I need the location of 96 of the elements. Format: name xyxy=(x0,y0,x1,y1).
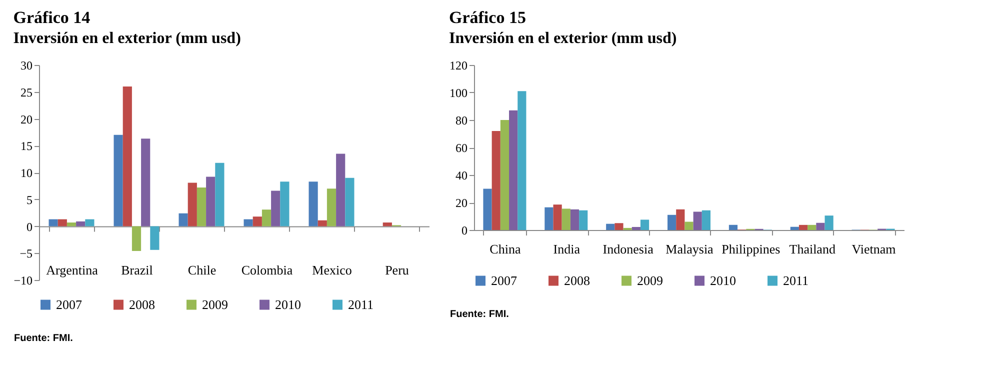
bar xyxy=(178,213,188,226)
x-tick-label: India xyxy=(553,242,580,256)
bar xyxy=(790,226,799,230)
x-tick-label: Vietnam xyxy=(852,242,896,256)
bar xyxy=(728,224,738,230)
y-tick-label: 40 xyxy=(456,168,468,182)
bar xyxy=(345,178,354,226)
bar xyxy=(614,223,624,230)
y-tick-label: 60 xyxy=(456,141,468,155)
y-tick-label: 30 xyxy=(20,58,32,72)
legend-label: 2009 xyxy=(637,272,663,288)
legend-label: 2007 xyxy=(491,272,518,288)
x-tick-label: Chile xyxy=(188,262,216,278)
legend-label: 2011 xyxy=(783,272,809,288)
bar xyxy=(640,220,650,230)
bar xyxy=(76,221,86,226)
x-tick-label: Malaysia xyxy=(666,242,714,256)
legend-label: 2010 xyxy=(710,272,736,288)
chart-subtitle: Inversión en el exterior (mm usd) xyxy=(13,30,241,47)
y-tick-label: 25 xyxy=(20,85,32,100)
bar xyxy=(280,182,290,226)
source-note: Fuente: FMI. xyxy=(450,309,510,320)
legend-label: 2008 xyxy=(564,272,590,288)
x-tick-label: Brazil xyxy=(121,262,154,278)
bar xyxy=(132,226,142,251)
y-tick-label: 100 xyxy=(450,86,468,100)
bar xyxy=(336,154,346,226)
x-tick-label: Colombia xyxy=(241,262,293,278)
chart-title: Gráfico 15 xyxy=(449,8,526,27)
bar xyxy=(509,110,518,230)
x-tick-label: Philippines xyxy=(722,242,780,256)
y-tick-label: 5 xyxy=(26,192,32,207)
y-tick-label: 20 xyxy=(20,112,32,126)
bar xyxy=(544,207,554,230)
y-tick-label: 0 xyxy=(462,224,468,238)
x-tick-label: Argentina xyxy=(46,262,98,278)
x-tick-label: China xyxy=(490,242,521,256)
bar xyxy=(668,214,676,230)
bar xyxy=(308,182,318,226)
bar xyxy=(150,226,160,250)
bar xyxy=(816,222,825,230)
y-tick-label: 15 xyxy=(20,139,32,154)
bar xyxy=(632,226,640,230)
bar xyxy=(382,222,392,226)
y-tick-label: 10 xyxy=(20,166,32,180)
bar xyxy=(114,134,123,226)
y-tick-label: −10 xyxy=(14,274,32,288)
bar xyxy=(48,219,58,226)
bar xyxy=(702,210,710,230)
bar xyxy=(562,208,570,230)
bar xyxy=(244,219,253,226)
y-tick-label: −5 xyxy=(20,246,32,261)
y-tick-label: 120 xyxy=(450,58,468,72)
x-tick-label: Peru xyxy=(385,262,410,278)
bar xyxy=(326,188,336,226)
bar xyxy=(215,162,224,226)
bar xyxy=(318,220,327,226)
bar xyxy=(206,176,216,226)
legend-label: 2009 xyxy=(202,296,228,312)
bar xyxy=(500,120,510,230)
bar xyxy=(518,91,526,230)
bar xyxy=(483,188,492,230)
y-tick-label: 80 xyxy=(456,114,468,128)
bar xyxy=(492,131,500,230)
bar xyxy=(808,224,816,230)
bar xyxy=(824,216,834,230)
y-tick-label: 20 xyxy=(456,196,468,210)
bar xyxy=(58,219,67,226)
source-note: Fuente: FMI. xyxy=(14,333,74,344)
bar xyxy=(66,222,76,226)
bar xyxy=(684,222,694,230)
chart-subtitle: Inversión en el exterior (mm usd) xyxy=(449,30,677,47)
bar xyxy=(606,224,615,230)
bar xyxy=(570,209,580,230)
bar xyxy=(798,224,808,230)
bar xyxy=(141,138,150,226)
x-tick-label: Indonesia xyxy=(602,242,654,256)
bar xyxy=(262,210,272,226)
legend-label: 2010 xyxy=(275,296,301,312)
legend-label: 2011 xyxy=(348,296,374,312)
bar xyxy=(271,190,280,226)
legend-label: 2007 xyxy=(56,296,82,312)
bar xyxy=(252,216,262,226)
bar xyxy=(85,219,94,226)
bar xyxy=(188,182,197,226)
bar xyxy=(196,188,206,226)
bar xyxy=(122,86,132,226)
x-tick-label: Thailand xyxy=(789,242,836,256)
bar xyxy=(676,209,685,230)
chart-title: Gráfico 14 xyxy=(13,8,91,27)
bar xyxy=(693,212,702,230)
legend-label: 2008 xyxy=(129,296,155,312)
y-tick-label: 0 xyxy=(26,220,32,234)
x-tick-label: Mexico xyxy=(312,262,352,278)
bar xyxy=(579,210,588,230)
bar xyxy=(553,204,562,230)
